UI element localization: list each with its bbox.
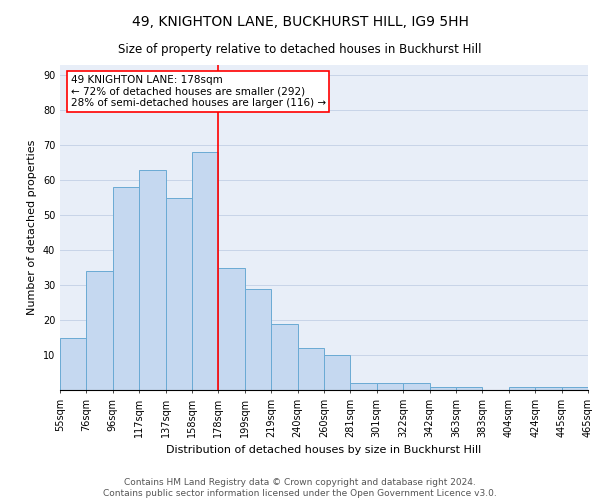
Bar [271, 324, 298, 390]
Bar [218, 268, 245, 390]
Bar [60, 338, 86, 390]
Text: 49 KNIGHTON LANE: 178sqm
← 72% of detached houses are smaller (292)
28% of semi-: 49 KNIGHTON LANE: 178sqm ← 72% of detach… [71, 74, 326, 108]
Bar [298, 348, 324, 390]
Bar [245, 288, 271, 390]
Bar [324, 355, 350, 390]
Bar [139, 170, 166, 390]
Bar [377, 383, 403, 390]
Bar [192, 152, 218, 390]
Bar [166, 198, 192, 390]
Bar [113, 188, 139, 390]
Bar [430, 386, 456, 390]
Bar [456, 386, 482, 390]
Text: 49, KNIGHTON LANE, BUCKHURST HILL, IG9 5HH: 49, KNIGHTON LANE, BUCKHURST HILL, IG9 5… [131, 15, 469, 29]
Bar [535, 386, 562, 390]
Text: Contains HM Land Registry data © Crown copyright and database right 2024.
Contai: Contains HM Land Registry data © Crown c… [103, 478, 497, 498]
Text: Size of property relative to detached houses in Buckhurst Hill: Size of property relative to detached ho… [118, 42, 482, 56]
Bar [86, 271, 113, 390]
Bar [403, 383, 430, 390]
Y-axis label: Number of detached properties: Number of detached properties [27, 140, 37, 315]
X-axis label: Distribution of detached houses by size in Buckhurst Hill: Distribution of detached houses by size … [166, 446, 482, 456]
Bar [509, 386, 535, 390]
Bar [350, 383, 377, 390]
Bar [562, 386, 588, 390]
